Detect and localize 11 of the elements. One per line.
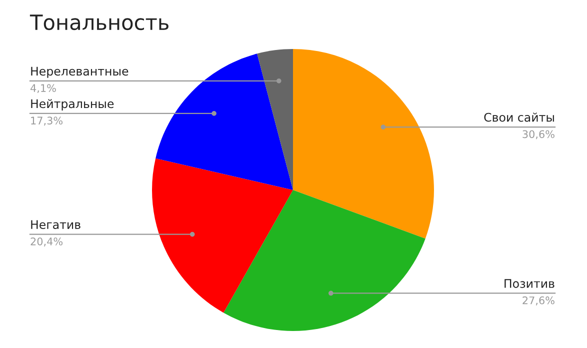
data-label: 20,4%: [30, 237, 63, 246]
data-label: 27,6%: [522, 296, 554, 306]
data-label: 4,1%: [30, 84, 56, 94]
slice-label: Нейтральные: [31, 99, 114, 110]
chart-title: Тональность: [30, 14, 168, 30]
data-label: 30,6%: [522, 130, 554, 140]
slice-label: Негатив: [31, 220, 80, 230]
slice-label: Позитив: [504, 279, 554, 288]
data-label: 17,3%: [31, 116, 63, 126]
slice-label: Свои сайты: [484, 112, 554, 122]
slice-label: Нерелевантные: [31, 66, 128, 78]
